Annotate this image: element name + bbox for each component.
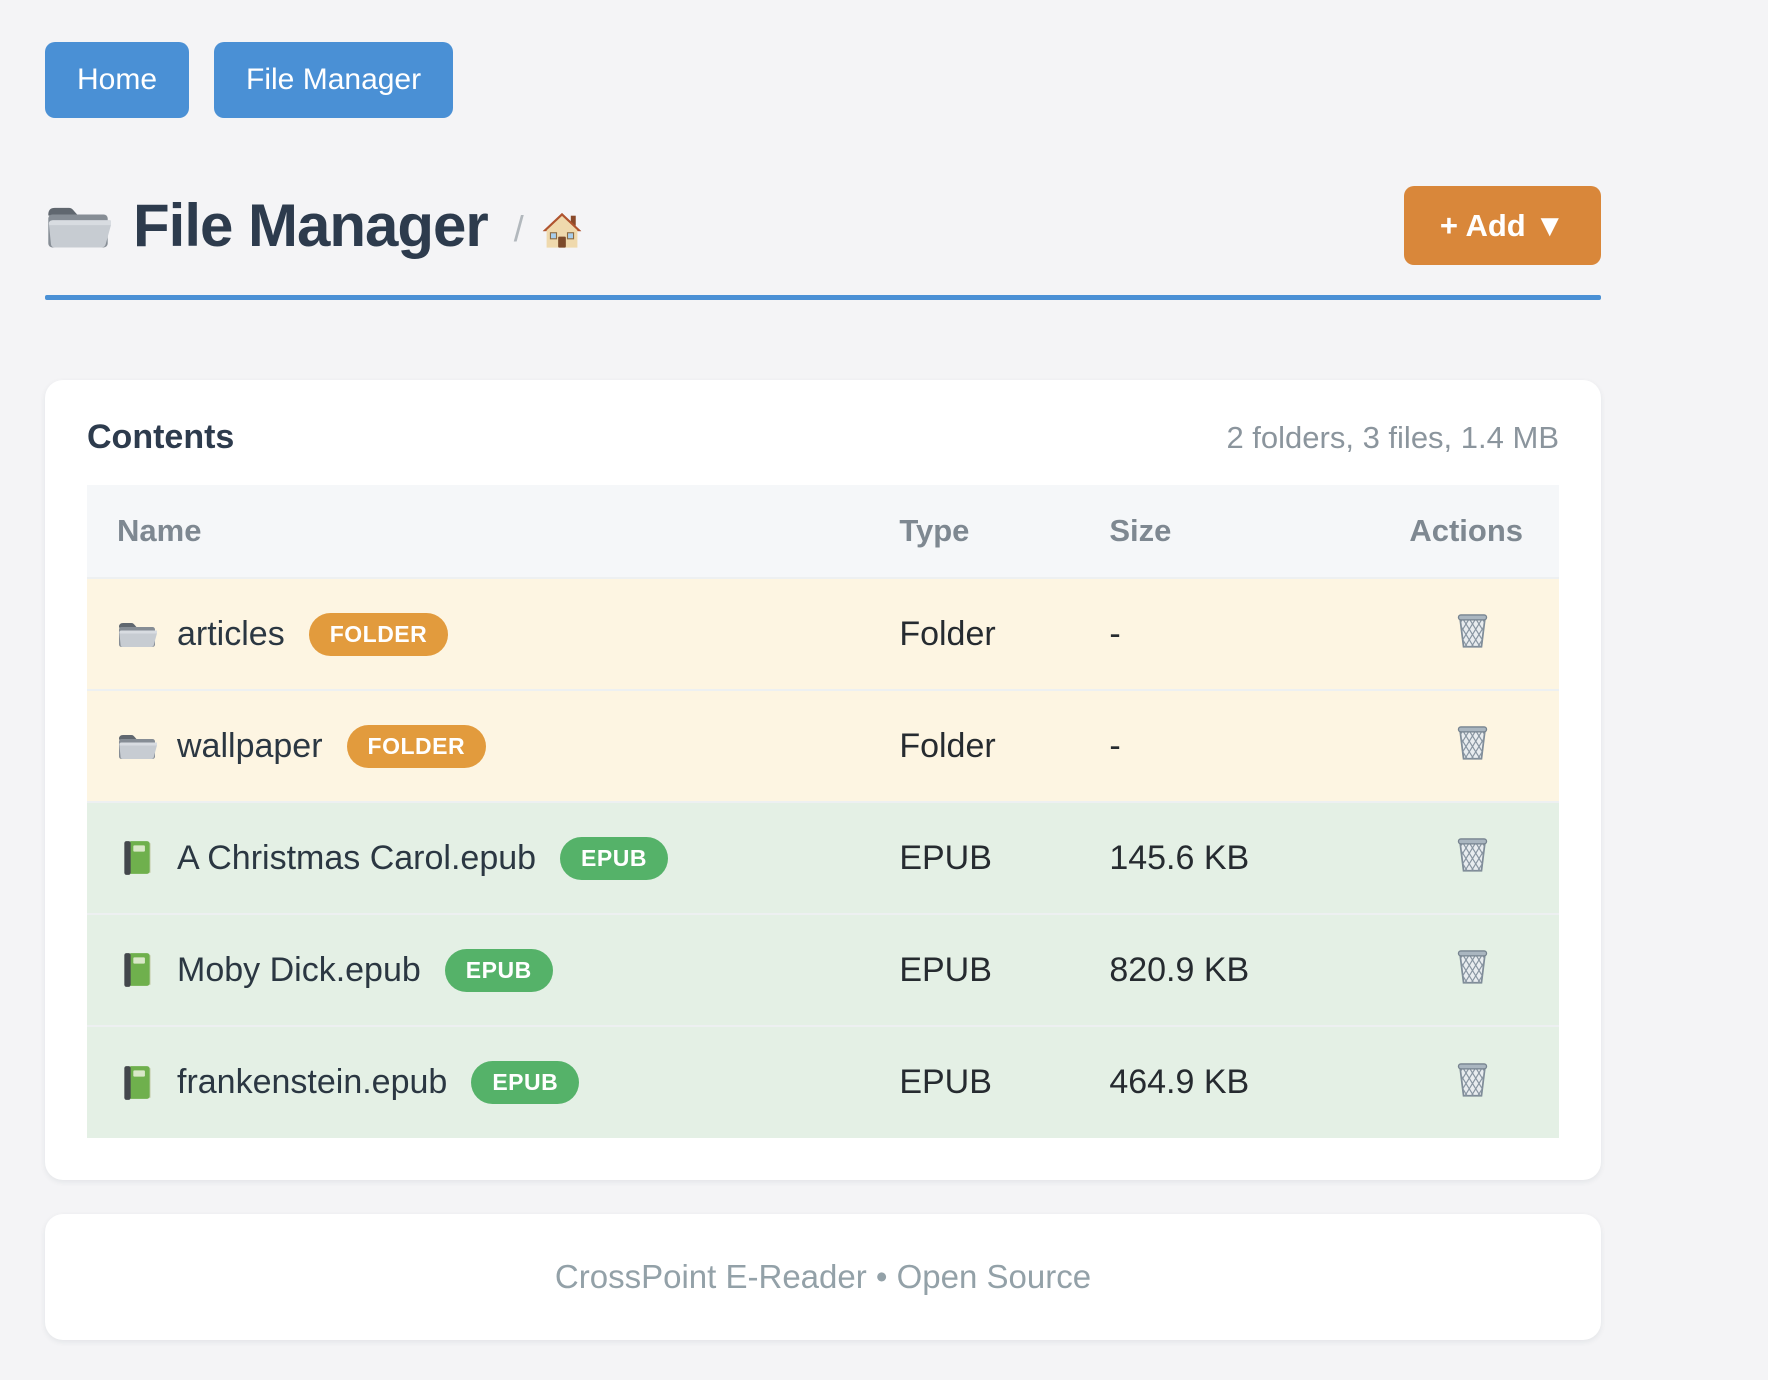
file-type-cell: EPUB (899, 1063, 992, 1101)
file-type-cell: Folder (899, 614, 996, 653)
file-actions-cell (1379, 578, 1559, 690)
delete-button[interactable] (1454, 721, 1491, 762)
file-size-cell: 145.6 KB (1109, 838, 1250, 877)
column-header-type: Type (869, 485, 1080, 578)
file-manager-button[interactable]: File Manager (214, 42, 454, 118)
file-link[interactable]: wallpaper (177, 726, 323, 765)
table-row: frankenstein.epub EPUB EPUB 464.9 KB (87, 1026, 1559, 1138)
file-table-header: Name Type Size Actions (87, 485, 1559, 578)
column-header-size: Size (1079, 485, 1380, 578)
folder-icon (117, 615, 157, 653)
contents-card: Contents 2 folders, 3 files, 1.4 MB Name… (45, 380, 1601, 1180)
file-size-cell: 820.9 KB (1109, 950, 1250, 989)
table-row: Moby Dick.epub EPUB EPUB 820.9 KB (87, 914, 1559, 1026)
file-actions-cell (1379, 914, 1559, 1026)
header-divider (45, 295, 1601, 300)
contents-card-header: Contents 2 folders, 3 files, 1.4 MB (87, 418, 1559, 457)
footer-text: CrossPoint E-Reader • Open Source (554, 1258, 1092, 1295)
add-button[interactable]: + Add ▼ (1403, 186, 1601, 265)
table-row: wallpaper FOLDER Folder - (87, 690, 1559, 802)
trash-icon (1454, 833, 1491, 874)
page-container: Home File Manager File Manager / + Add ▼… (45, 0, 1601, 1340)
home-button[interactable]: Home (45, 42, 190, 118)
breadcrumb-separator: / (513, 207, 524, 249)
file-actions-cell (1379, 690, 1559, 802)
trash-icon (1454, 1058, 1491, 1099)
epub-badge: EPUB (471, 1061, 580, 1104)
file-name-cell: articles FOLDER (87, 578, 869, 690)
delete-button[interactable] (1454, 609, 1491, 650)
delete-button[interactable] (1454, 945, 1491, 986)
file-link[interactable]: A Christmas Carol.epub (177, 838, 537, 877)
file-type-cell: EPUB (899, 838, 992, 877)
contents-heading: Contents (87, 418, 235, 456)
delete-button[interactable] (1454, 833, 1491, 874)
trash-icon (1454, 945, 1491, 986)
file-name-cell: wallpaper FOLDER (87, 690, 869, 802)
contents-summary: 2 folders, 3 files, 1.4 MB (1226, 420, 1559, 455)
file-name-cell: Moby Dick.epub EPUB (87, 914, 869, 1026)
file-name-cell: frankenstein.epub EPUB (87, 1026, 869, 1138)
file-name-cell: A Christmas Carol.epub EPUB (87, 802, 869, 914)
table-row: A Christmas Carol.epub EPUB EPUB 145.6 K… (87, 802, 1559, 914)
file-size-cell: 464.9 KB (1109, 1063, 1250, 1101)
file-link[interactable]: articles (177, 614, 285, 653)
epub-badge: EPUB (560, 836, 668, 880)
file-type-cell: EPUB (899, 950, 992, 989)
file-table: Name Type Size Actions articles FOLDER (87, 485, 1559, 1138)
trash-icon (1454, 721, 1491, 762)
folder-badge: FOLDER (308, 612, 449, 656)
house-icon[interactable] (540, 209, 584, 251)
book-icon (117, 951, 157, 989)
footer: CrossPoint E-Reader • Open Source (45, 1214, 1601, 1340)
column-header-actions: Actions (1379, 485, 1559, 578)
file-size-cell: - (1109, 726, 1121, 765)
page-header: File Manager / + Add ▼ (45, 186, 1601, 265)
folder-icon (117, 727, 157, 765)
folder-icon (45, 198, 111, 254)
epub-badge: EPUB (444, 948, 553, 992)
file-actions-cell (1379, 1026, 1559, 1138)
file-size-cell: - (1109, 614, 1121, 653)
delete-button[interactable] (1454, 1058, 1491, 1099)
file-link[interactable]: Moby Dick.epub (177, 950, 421, 989)
folder-badge: FOLDER (346, 724, 487, 768)
table-row: articles FOLDER Folder - (87, 578, 1559, 690)
file-type-cell: Folder (899, 726, 996, 765)
book-icon (117, 1064, 157, 1102)
column-header-name: Name (87, 485, 870, 578)
trash-icon (1454, 609, 1491, 650)
book-icon (117, 839, 157, 877)
file-link[interactable]: frankenstein.epub (177, 1063, 448, 1101)
file-actions-cell (1379, 802, 1559, 914)
top-nav: Home File Manager (45, 0, 1601, 118)
breadcrumb: File Manager / (45, 191, 584, 260)
page-title: File Manager (133, 192, 489, 259)
